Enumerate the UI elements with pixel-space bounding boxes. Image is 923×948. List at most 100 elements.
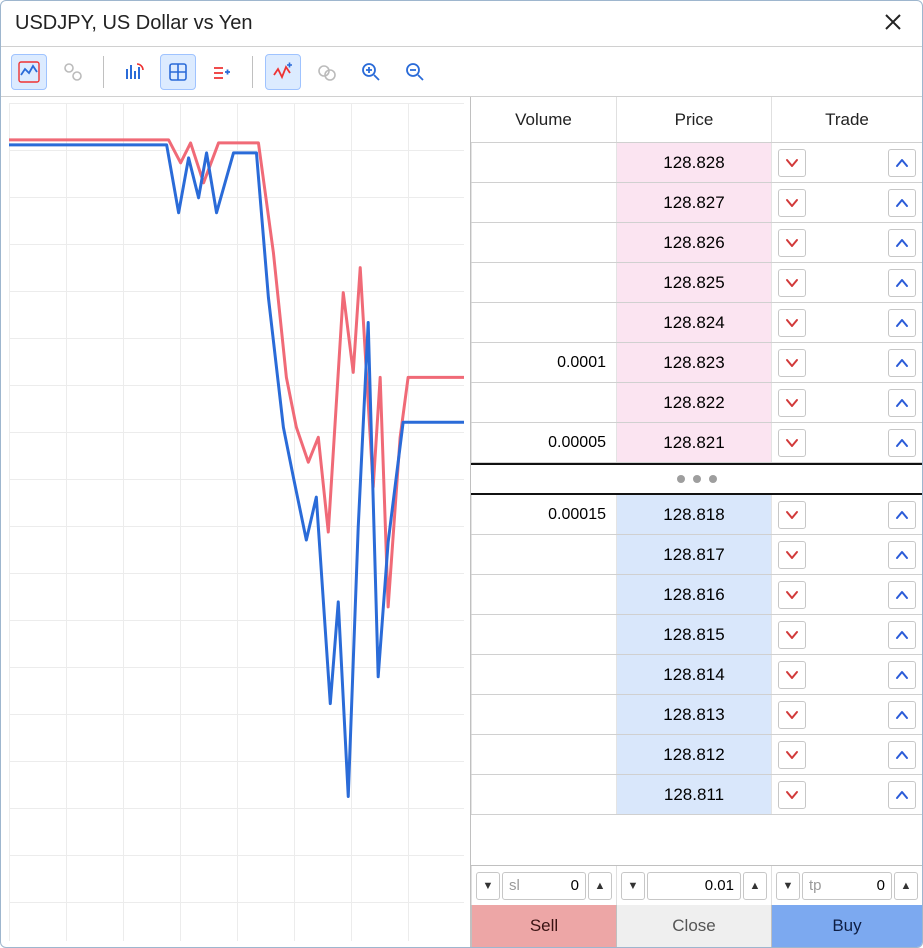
tick-chart-button[interactable]	[11, 54, 47, 90]
dom-window: USDJPY, US Dollar vs Yen	[0, 0, 923, 948]
price-cell: 128.827	[616, 183, 771, 222]
dom-row-bid: 128.812	[471, 735, 922, 775]
tp-field[interactable]: tp 0	[802, 872, 892, 900]
buy-at-price[interactable]	[888, 621, 916, 649]
objects-button[interactable]	[309, 54, 345, 90]
dom-row-ask: 128.822	[471, 383, 922, 423]
zoom-out-button[interactable]	[397, 54, 433, 90]
sell-at-price[interactable]	[778, 149, 806, 177]
dom-row-bid: 128.816	[471, 575, 922, 615]
sell-at-price[interactable]	[778, 501, 806, 529]
trade-cell	[771, 775, 922, 814]
dom-rows: 128.828 128.827 128.826 128.825 128.824	[471, 143, 922, 865]
price-cell: 128.814	[616, 655, 771, 694]
buy-at-price[interactable]	[888, 389, 916, 417]
buy-at-price[interactable]	[888, 581, 916, 609]
buy-at-price[interactable]	[888, 349, 916, 377]
buy-at-price[interactable]	[888, 229, 916, 257]
sell-at-price[interactable]	[778, 661, 806, 689]
trade-cell	[771, 615, 922, 654]
close-button[interactable]: Close	[616, 905, 771, 947]
sell-at-price[interactable]	[778, 701, 806, 729]
trade-cell	[771, 423, 922, 462]
sell-at-price[interactable]	[778, 309, 806, 337]
dom-header: Volume Price Trade	[471, 97, 922, 143]
tick-chart	[9, 103, 464, 855]
vol-decrease[interactable]: ▼	[621, 872, 645, 900]
sl-decrease[interactable]: ▼	[476, 872, 500, 900]
price-value: 128.824	[663, 313, 724, 333]
price-value: 128.823	[663, 353, 724, 373]
action-row: Sell Close Buy	[471, 905, 922, 947]
vol-cell	[471, 535, 616, 574]
price-cell: 128.815	[616, 615, 771, 654]
vol-cell	[471, 775, 616, 814]
buy-at-price[interactable]	[888, 741, 916, 769]
buy-button[interactable]: Buy	[771, 905, 922, 947]
sell-button[interactable]: Sell	[471, 905, 616, 947]
sell-at-price[interactable]	[778, 741, 806, 769]
sell-at-price[interactable]	[778, 349, 806, 377]
dom-row-ask: 128.828	[471, 143, 922, 183]
price-cell: 128.817	[616, 535, 771, 574]
price-value: 128.822	[663, 393, 724, 413]
sell-at-price[interactable]	[778, 541, 806, 569]
sell-at-price[interactable]	[778, 189, 806, 217]
sell-at-price[interactable]	[778, 781, 806, 809]
col-trade: Trade	[771, 97, 922, 142]
vol-increase[interactable]: ▲	[743, 872, 767, 900]
tp-increase[interactable]: ▲	[894, 872, 918, 900]
buy-at-price[interactable]	[888, 541, 916, 569]
buy-at-price[interactable]	[888, 501, 916, 529]
dom-row-ask: 128.825	[471, 263, 922, 303]
sell-at-price[interactable]	[778, 429, 806, 457]
price-value: 128.813	[663, 705, 724, 725]
vol-cell	[471, 383, 616, 422]
sell-at-price[interactable]	[778, 621, 806, 649]
price-cell: 128.824	[616, 303, 771, 342]
indicators-button[interactable]	[265, 54, 301, 90]
sell-at-price[interactable]	[778, 581, 806, 609]
buy-at-price[interactable]	[888, 661, 916, 689]
trade-cell	[771, 495, 922, 534]
vol-value: 0.00005	[548, 434, 606, 452]
sell-at-price[interactable]	[778, 269, 806, 297]
buy-at-price[interactable]	[888, 429, 916, 457]
zoom-in-button[interactable]	[353, 54, 389, 90]
sell-at-price[interactable]	[778, 389, 806, 417]
vol-field[interactable]: 0.01	[647, 872, 741, 900]
vol-value: 0.00015	[548, 506, 606, 524]
vol-cell: 0.0001	[471, 343, 616, 382]
price-cell: 128.821	[616, 423, 771, 462]
buy-at-price[interactable]	[888, 189, 916, 217]
spread-indicator	[471, 463, 922, 495]
price-cell: 128.825	[616, 263, 771, 302]
price-cell: 128.812	[616, 735, 771, 774]
sl-field[interactable]: sl 0	[502, 872, 586, 900]
close-icon[interactable]	[878, 11, 908, 37]
buy-at-price[interactable]	[888, 781, 916, 809]
price-cell: 128.811	[616, 775, 771, 814]
price-value: 128.811	[664, 785, 724, 805]
buy-at-price[interactable]	[888, 269, 916, 297]
vol-cell	[471, 183, 616, 222]
grid-toggle-button[interactable]	[55, 54, 91, 90]
vol-cell: 0.00015	[471, 495, 616, 534]
price-cell: 128.816	[616, 575, 771, 614]
tp-decrease[interactable]: ▼	[776, 872, 800, 900]
timeframe-button[interactable]	[116, 54, 152, 90]
vol-cell	[471, 655, 616, 694]
price-value: 128.816	[663, 585, 724, 605]
vol-cell	[471, 303, 616, 342]
price-value: 128.818	[663, 505, 724, 525]
lines-button[interactable]	[204, 54, 240, 90]
sell-at-price[interactable]	[778, 229, 806, 257]
trade-cell	[771, 735, 922, 774]
buy-at-price[interactable]	[888, 701, 916, 729]
buy-at-price[interactable]	[888, 149, 916, 177]
dom-row-bid: 128.813	[471, 695, 922, 735]
buy-at-price[interactable]	[888, 309, 916, 337]
sl-increase[interactable]: ▲	[588, 872, 612, 900]
candles-button[interactable]	[160, 54, 196, 90]
dom-row-ask: 128.824	[471, 303, 922, 343]
